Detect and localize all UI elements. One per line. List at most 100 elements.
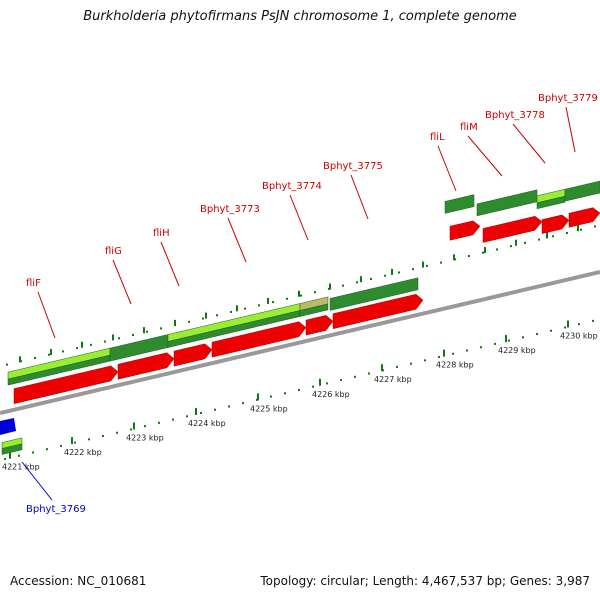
minor-dot bbox=[424, 359, 426, 362]
gene-leader-line bbox=[227, 217, 247, 263]
minor-dot bbox=[412, 268, 414, 271]
minor-dot bbox=[578, 323, 580, 326]
gene-arrow bbox=[332, 293, 424, 330]
kbp-ticks: 4221 kbp 4222 kbp 4223 kbp 4224 kbp 4225 kbp… bbox=[2, 225, 598, 472]
minor-dot bbox=[60, 444, 62, 447]
minor-dot bbox=[158, 421, 160, 424]
minor-dot bbox=[62, 350, 64, 353]
minor-dot bbox=[508, 339, 510, 342]
minor-dot bbox=[74, 441, 76, 444]
minor-dot bbox=[48, 353, 50, 356]
minor-dot bbox=[340, 379, 342, 382]
minor-dot bbox=[200, 412, 202, 414]
minor-dot bbox=[34, 357, 36, 360]
minor-dot bbox=[90, 343, 92, 346]
kbp-tick-label: 4222 kbp bbox=[64, 448, 102, 457]
accession-text: Accession: NC_010681 bbox=[10, 574, 147, 588]
minor-dot bbox=[214, 408, 216, 411]
gene-arrow bbox=[13, 365, 119, 405]
minor-dot bbox=[172, 418, 174, 421]
minor-dot bbox=[88, 438, 90, 441]
kbp-tick-label: 4228 kbp bbox=[436, 361, 474, 370]
minor-dot bbox=[284, 392, 286, 395]
gene-label: Bphyt_3774 bbox=[262, 181, 322, 192]
gene-arrow bbox=[173, 343, 213, 367]
minor-dot bbox=[202, 317, 204, 320]
minor-dot bbox=[356, 281, 358, 284]
minor-dot bbox=[564, 326, 566, 329]
gene-label: fliH bbox=[153, 228, 170, 239]
minor-dot bbox=[46, 448, 48, 451]
minor-dot bbox=[286, 297, 288, 300]
minor-dot bbox=[216, 314, 218, 317]
minor-dot bbox=[188, 320, 190, 323]
minor-dot bbox=[144, 425, 146, 428]
coordinate-dots bbox=[4, 225, 596, 461]
minor-dot bbox=[272, 301, 274, 304]
minor-dot bbox=[482, 251, 484, 254]
minor-dot bbox=[566, 231, 568, 234]
minor-dot bbox=[118, 337, 120, 340]
minor-dot bbox=[186, 415, 188, 418]
minor-dot bbox=[480, 346, 482, 349]
kbp-tick-label: 4227 kbp bbox=[374, 375, 412, 384]
kbp-tick-label: 4224 kbp bbox=[188, 419, 226, 428]
minor-dot bbox=[410, 362, 412, 365]
minor-dot bbox=[496, 248, 498, 251]
gene-leader-line bbox=[37, 291, 56, 339]
minor-dot bbox=[510, 245, 512, 248]
minor-dot bbox=[440, 261, 442, 264]
minor-dot bbox=[312, 385, 314, 388]
gene-leader-line bbox=[437, 145, 457, 192]
gene-label: Bphyt_3779 bbox=[538, 93, 598, 104]
minor-dot bbox=[438, 356, 440, 359]
minor-dot bbox=[258, 304, 260, 307]
minor-dot bbox=[32, 451, 34, 454]
cds-bar bbox=[299, 303, 329, 317]
gene-arrow bbox=[449, 220, 481, 241]
minor-dot bbox=[116, 431, 118, 434]
minor-dot bbox=[468, 255, 470, 258]
minor-dot bbox=[4, 458, 6, 461]
gene-arrow bbox=[117, 352, 175, 380]
minor-dot bbox=[580, 228, 582, 231]
minor-dot bbox=[522, 336, 524, 339]
minor-dot bbox=[244, 307, 246, 310]
minor-dot bbox=[18, 454, 20, 457]
cds-bar bbox=[476, 189, 538, 217]
gene-arrow bbox=[482, 216, 543, 243]
gene-label: fliF bbox=[26, 278, 41, 289]
minor-dot bbox=[326, 382, 328, 385]
minor-dot bbox=[384, 274, 386, 277]
minor-dot bbox=[104, 340, 106, 343]
kbp-tick-label: 4223 kbp bbox=[126, 434, 164, 443]
gene-label: Bphyt_3775 bbox=[323, 161, 383, 172]
minor-dot bbox=[102, 435, 104, 438]
gene-label: Bphyt_3778 bbox=[485, 110, 545, 121]
minor-dot bbox=[538, 238, 540, 241]
kbp-tick-label: 4221 kbp bbox=[2, 463, 40, 472]
kbp-tick-label: 4229 kbp bbox=[498, 346, 536, 355]
minor-dot bbox=[426, 264, 428, 267]
gene-block-blue bbox=[0, 418, 16, 435]
minor-dot bbox=[354, 375, 356, 378]
kbp-tick-label: 4230 kbp bbox=[560, 332, 598, 341]
gene-arrow bbox=[568, 207, 600, 228]
minor-dot bbox=[300, 294, 302, 297]
minor-dot bbox=[396, 365, 398, 368]
minor-dot bbox=[592, 319, 594, 322]
minor-dot bbox=[552, 235, 554, 238]
gene-leader-line bbox=[289, 194, 309, 241]
cds-bar bbox=[536, 195, 566, 210]
gene-label: Bphyt_3773 bbox=[200, 204, 260, 215]
minor-dot bbox=[342, 284, 344, 287]
backbone-line bbox=[0, 270, 600, 415]
minor-dot bbox=[6, 363, 8, 366]
minor-dot bbox=[298, 388, 300, 391]
gene-label: fliL bbox=[430, 132, 445, 143]
minor-dot bbox=[160, 327, 162, 330]
kbp-tick-label: 4226 kbp bbox=[312, 390, 350, 399]
cds-bar bbox=[1, 443, 23, 455]
gene-arrow bbox=[211, 321, 307, 358]
